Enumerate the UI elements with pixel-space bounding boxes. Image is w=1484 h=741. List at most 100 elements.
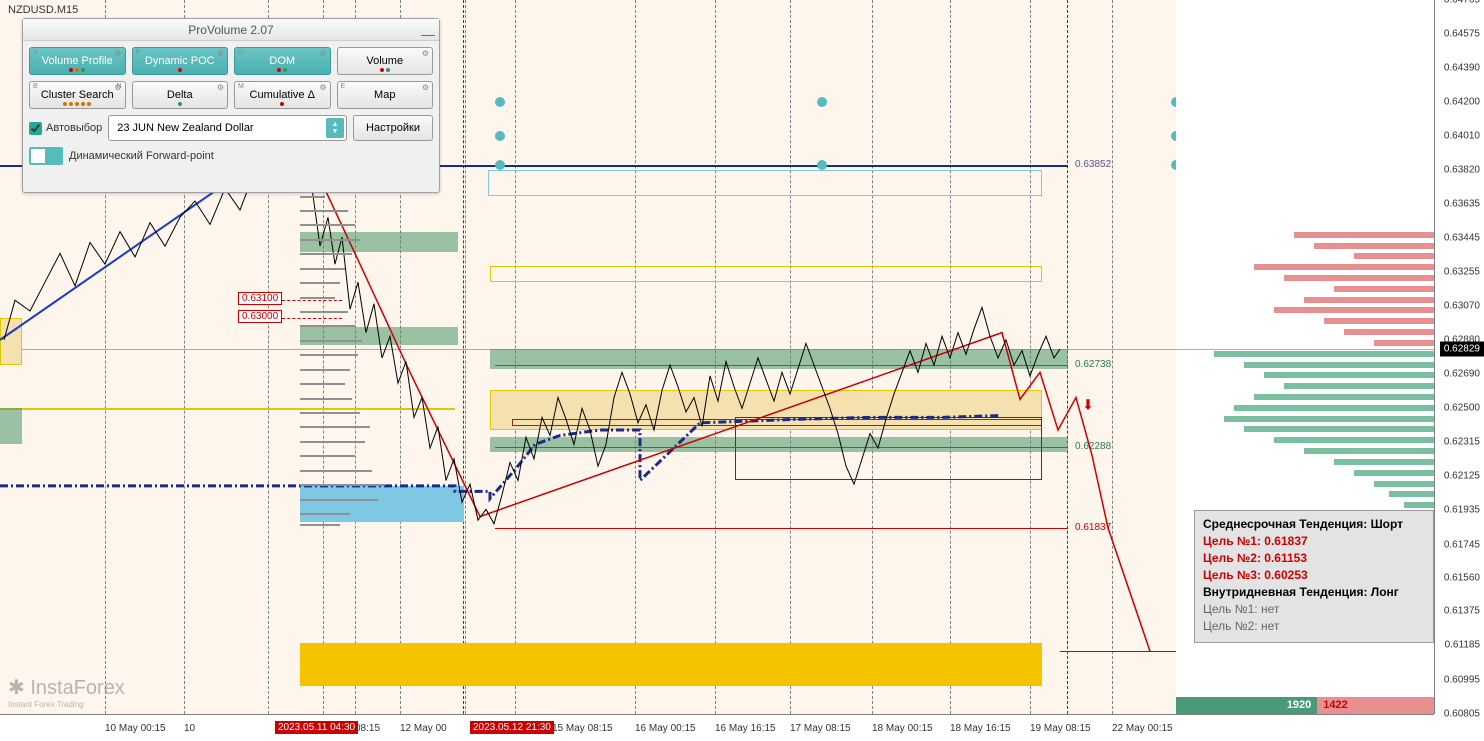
- gear-icon[interactable]: ⚙: [319, 49, 326, 58]
- price-zone: [0, 318, 22, 365]
- profile-bar: [1254, 264, 1434, 270]
- settings-button[interactable]: Настройки: [353, 115, 433, 141]
- volume-profile-bar: [300, 455, 355, 457]
- gear-icon[interactable]: ⚙: [422, 83, 429, 92]
- provolume-panel[interactable]: ProVolume 2.07 — V ⚙ Volume Profile P ⚙ …: [22, 18, 440, 193]
- price-zone: [300, 232, 458, 252]
- minimize-icon[interactable]: —: [421, 23, 433, 35]
- price-zone: [488, 170, 1042, 195]
- profile-bar: [1334, 459, 1434, 465]
- gear-icon[interactable]: ⚙: [422, 49, 429, 58]
- volume-profile-bar: [300, 224, 355, 226]
- h-level-label: 0.63852: [1072, 158, 1114, 171]
- y-tick: 0.64010: [1444, 131, 1480, 142]
- y-tick: 0.63070: [1444, 300, 1480, 311]
- forward-toggle[interactable]: [29, 147, 63, 165]
- volume-profile-bar: [300, 470, 372, 472]
- gear-icon[interactable]: ⚙: [217, 83, 224, 92]
- volume-profile-bar: [300, 354, 358, 356]
- panel-button-label: Cluster Search: [41, 89, 114, 101]
- mid-trend-title: Среднесрочная Тенденция: Шорт: [1203, 517, 1425, 531]
- symbol-label: NZDUSD.M15: [8, 4, 78, 16]
- y-tick: 0.63445: [1444, 233, 1480, 244]
- panel-button-label: Delta: [167, 89, 193, 101]
- profile-bar: [1234, 405, 1434, 411]
- profile-bar: [1274, 307, 1434, 313]
- y-tick: 0.60995: [1444, 674, 1480, 685]
- gear-icon[interactable]: ⚙: [319, 83, 326, 92]
- x-tick: 15 May 08:15: [552, 723, 613, 734]
- y-tick: 0.61935: [1444, 505, 1480, 516]
- y-tick: 0.62500: [1444, 403, 1480, 414]
- profile-bar: [1294, 232, 1434, 238]
- x-tick: 2023.05.11 04:30: [275, 721, 358, 734]
- trend-target: Цель №3: 0.60253: [1203, 568, 1425, 582]
- price-zone: [490, 266, 1042, 282]
- contract-select[interactable]: 23 JUN New Zealand Dollar ▲▼: [108, 115, 347, 141]
- x-tick: 16 May 16:15: [715, 723, 776, 734]
- x-tick: 19 May 08:15: [1030, 723, 1091, 734]
- volume-profile-bar: [300, 253, 352, 255]
- volume-profile-bar: [300, 311, 348, 313]
- y-tick: 0.64765: [1444, 0, 1480, 6]
- profile-bar: [1304, 448, 1434, 454]
- gear-icon[interactable]: ⚙: [114, 49, 121, 58]
- panel-title: ProVolume 2.07 —: [23, 19, 439, 41]
- h-level-label: 0.62738: [1072, 358, 1114, 371]
- panel-button[interactable]: E ⚙ Map: [337, 81, 434, 109]
- profile-bar: [1254, 394, 1434, 400]
- marker-dot: [495, 131, 505, 141]
- profile-bar: [1389, 491, 1434, 497]
- gear-icon[interactable]: ⚙: [217, 49, 224, 58]
- arrow-down-icon: ⬇: [1082, 396, 1094, 413]
- panel-button-label: Volume Profile: [42, 55, 113, 67]
- h-level-label: 0.62288: [1072, 440, 1114, 453]
- autopick-checkbox[interactable]: Автовыбор: [29, 122, 102, 135]
- panel-button-label: Volume: [366, 55, 403, 67]
- select-arrows-icon[interactable]: ▲▼: [326, 118, 344, 138]
- gear-icon[interactable]: ⚙: [114, 83, 121, 92]
- panel-button[interactable]: P ⚙ Dynamic POC: [132, 47, 229, 75]
- panel-button[interactable]: V ⚙ Volume Profile: [29, 47, 126, 75]
- volume-profile-bar: [300, 398, 352, 400]
- y-tick: 0.62315: [1444, 436, 1480, 447]
- y-tick: 0.60805: [1444, 709, 1480, 720]
- x-tick: 17 May 08:15: [790, 723, 851, 734]
- marker-dot: [817, 160, 827, 170]
- panel-button[interactable]: ⚙ Volume: [337, 47, 434, 75]
- profile-bar: [1224, 416, 1434, 422]
- x-tick: 10 May 00:15: [105, 723, 166, 734]
- marker-dot: [817, 97, 827, 107]
- broker-logo: ✱ InstaForexInstant Forex Trading: [8, 675, 125, 709]
- x-tick: 18 May 16:15: [950, 723, 1011, 734]
- profile-bar: [1284, 275, 1434, 281]
- h-level-line: [495, 447, 1068, 448]
- volume-profile-bar: [300, 268, 345, 270]
- volume-profile-bar: [300, 239, 360, 241]
- volume-profile-bar: [300, 441, 365, 443]
- y-tick: 0.64200: [1444, 96, 1480, 107]
- panel-button[interactable]: BN ⚙ Cluster Search: [29, 81, 126, 109]
- trend-target-none: Цель №2: нет: [1203, 619, 1425, 633]
- y-tick: 0.61375: [1444, 606, 1480, 617]
- profile-bar: [1344, 329, 1434, 335]
- x-tick: 12 May 00: [400, 723, 447, 734]
- h-level-line: [495, 528, 1068, 529]
- panel-button[interactable]: ⚙ Delta: [132, 81, 229, 109]
- volume-profile-bar: [300, 412, 360, 414]
- profile-bar: [1324, 318, 1434, 324]
- panel-button[interactable]: M ⚙ Cumulative Δ: [234, 81, 331, 109]
- y-axis: 0.647650.645750.643900.642000.640100.638…: [1434, 0, 1484, 714]
- profile-bar: [1334, 286, 1434, 292]
- price-zone: [0, 408, 22, 444]
- trend-info-box: Среднесрочная Тенденция: ШортЦель №1: 0.…: [1194, 510, 1434, 643]
- y-tick: 0.62690: [1444, 369, 1480, 380]
- level-label: 0.63000: [238, 310, 282, 323]
- profile-bar: [1284, 383, 1434, 389]
- y-tick: 0.62125: [1444, 471, 1480, 482]
- volume-profile-bar: [300, 524, 340, 526]
- current-price-marker: 0.62829: [1440, 342, 1484, 357]
- volume-profile-bar: [300, 297, 335, 299]
- y-tick: 0.64390: [1444, 62, 1480, 73]
- panel-button[interactable]: D ⚙ DOM: [234, 47, 331, 75]
